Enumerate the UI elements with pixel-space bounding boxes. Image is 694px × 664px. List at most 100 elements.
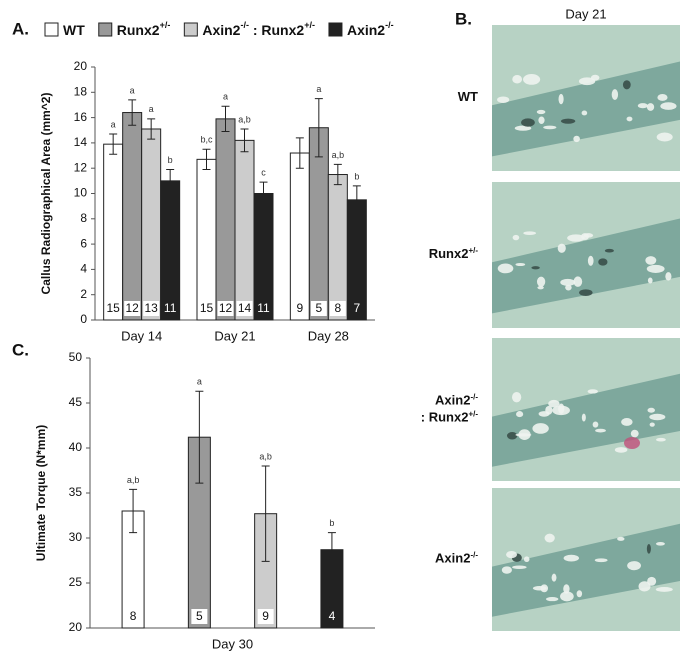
tissue-pore	[627, 561, 641, 571]
n-label: 12	[219, 301, 233, 315]
tissue-band	[492, 218, 680, 314]
tissue-pore	[512, 565, 527, 569]
tissue-pore	[637, 103, 648, 109]
tissue-pore	[604, 248, 614, 253]
tissue-pore	[655, 541, 665, 546]
y-axis-label: Callus Radiographical Area (mm^2)	[39, 93, 53, 295]
tissue-pore	[590, 74, 600, 81]
legend-swatch	[98, 22, 113, 37]
tissue-pore	[537, 286, 544, 290]
bar	[141, 128, 162, 321]
tissue-pore	[536, 276, 546, 287]
tissue-pore	[512, 75, 523, 84]
y-tick-label: 20	[69, 620, 83, 634]
legend-swatch	[328, 22, 343, 37]
tissue-pore	[647, 407, 655, 413]
tissue-pore	[560, 278, 576, 286]
significance-letter: a	[111, 119, 116, 129]
error-bar	[333, 163, 342, 186]
tissue-pore	[497, 96, 510, 104]
error-bar	[221, 105, 230, 133]
tissue-pore	[545, 405, 553, 415]
tissue-pore	[647, 576, 657, 586]
bar	[215, 118, 236, 321]
tissue-pore	[531, 266, 540, 270]
tissue-pore	[521, 118, 535, 127]
tissue-pore	[573, 276, 583, 287]
tissue-pore	[543, 125, 557, 130]
bar	[196, 158, 217, 321]
n-label-box	[124, 301, 141, 316]
legend-swatch	[44, 22, 59, 37]
tissue-pore	[581, 413, 586, 422]
text-run: Runx2	[117, 22, 160, 38]
y-tick-label: 6	[80, 236, 87, 250]
text-run: : Runx2	[421, 410, 469, 425]
y-tick-label: 45	[69, 395, 83, 409]
tissue-pore	[497, 263, 514, 274]
tissue-pore	[595, 428, 606, 433]
significance-letter: b	[354, 171, 359, 181]
superscript: +/-	[468, 409, 478, 418]
legend-label: Axin2-/- : Runx2+/-	[202, 20, 315, 37]
bar	[160, 180, 181, 321]
panel-title: Day 21	[565, 6, 606, 21]
image-label: Axin2-/-	[435, 550, 478, 566]
superscript: -/-	[470, 392, 478, 401]
bar	[122, 112, 143, 321]
error-bar	[195, 390, 204, 484]
n-label: 5	[196, 609, 203, 623]
image-label: Runx2+/-	[429, 246, 479, 262]
error-bar	[352, 185, 361, 215]
tissue-pore	[655, 587, 673, 592]
tissue-pore	[506, 550, 518, 559]
tissue-pore	[646, 103, 655, 111]
y-tick-label: 14	[74, 135, 88, 149]
x-tick-label: Day 21	[214, 328, 255, 343]
tissue-pore	[579, 289, 593, 296]
tissue-pore	[516, 411, 524, 418]
n-label-box	[310, 301, 327, 316]
n-label: 9	[262, 609, 269, 623]
tissue-pore	[611, 89, 619, 100]
significance-letter: a,b	[238, 114, 251, 124]
tissue-band	[492, 61, 680, 157]
tissue-pore	[544, 533, 555, 543]
n-label: 12	[125, 301, 139, 315]
y-tick-label: 12	[74, 160, 88, 174]
significance-letter: a,b	[259, 451, 272, 461]
y-tick-label: 35	[69, 485, 83, 499]
tissue-pore	[560, 591, 574, 602]
y-tick-label: 18	[74, 84, 88, 98]
n-label: 13	[144, 301, 158, 315]
error-bar	[147, 118, 156, 140]
error-bar	[259, 181, 268, 206]
tissue-pore	[626, 116, 633, 122]
superscript: -/-	[385, 20, 394, 30]
tissue-pore	[656, 437, 666, 442]
tissue-pore	[518, 429, 531, 440]
superscript: +/-	[468, 246, 478, 255]
n-label: 4	[329, 609, 336, 623]
tissue-pore	[565, 284, 572, 291]
significance-letter: b,c	[200, 135, 213, 145]
significance-letter: c	[261, 167, 266, 177]
text-run: Axin2	[435, 393, 470, 408]
tissue-pore	[598, 258, 608, 266]
tissue-pore	[538, 116, 545, 124]
tissue-pore	[515, 262, 526, 267]
y-tick-label: 50	[69, 350, 83, 364]
tissue-pore	[622, 80, 631, 90]
tissue-pore	[511, 391, 522, 403]
significance-letter: a	[316, 84, 321, 94]
error-bar	[314, 98, 323, 158]
text-run: Axin2	[435, 551, 470, 566]
significance-letter: a	[223, 92, 228, 102]
tissue-pore	[621, 418, 633, 426]
error-bar	[240, 128, 249, 153]
significance-letter: b	[168, 155, 173, 165]
y-axis-label: Ultimate Torque (N*mm)	[34, 425, 48, 561]
legend-label: Axin2-/-	[347, 20, 394, 37]
n-label: 15	[200, 301, 214, 315]
